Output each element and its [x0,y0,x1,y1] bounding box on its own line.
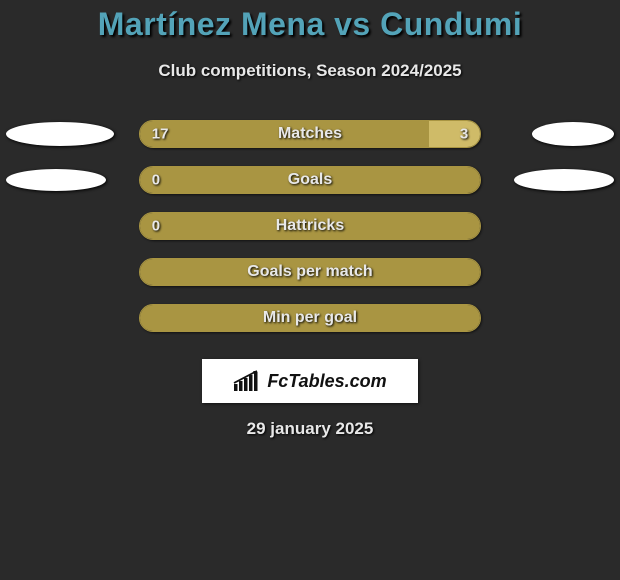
stat-bar: Min per goal [139,304,481,332]
player-oval-left [6,122,114,146]
stat-label: Goals per match [247,263,372,281]
oval-wrap-right [501,122,620,146]
player-oval-right [532,122,614,146]
page-title: Martínez Mena vs Cundumi [0,6,620,43]
logo-box[interactable]: FcTables.com [202,359,418,403]
stat-label: Hattricks [276,217,344,235]
stat-bar: Hattricks 0 [139,212,481,240]
barchart-icon [233,370,261,392]
stat-row: Goals 0 [0,157,620,203]
oval-wrap-left [0,122,119,146]
oval-wrap-right [501,169,620,191]
stat-value-left: 0 [152,172,160,189]
player-oval-left [6,169,106,191]
stat-row: Hattricks 0 [0,203,620,249]
subtitle: Club competitions, Season 2024/2025 [0,61,620,81]
stat-row: Matches 17 3 [0,111,620,157]
date-label: 29 january 2025 [0,419,620,439]
stat-row: Min per goal [0,295,620,341]
player-oval-right [514,169,614,191]
stat-row: Goals per match [0,249,620,295]
stat-label: Matches [278,125,342,143]
logo-text: FcTables.com [267,371,386,392]
comparison-widget: Martínez Mena vs Cundumi Club competitio… [0,0,620,439]
stat-label: Goals [288,171,332,189]
stat-rows: Matches 17 3 Goals 0 Hattricks 0 Goals per matc… [0,111,620,341]
bar-segment-right [429,121,480,147]
stat-bar: Goals per match [139,258,481,286]
stat-bar: Matches 17 3 [139,120,481,148]
stat-value-left: 0 [152,218,160,235]
oval-wrap-left [0,169,119,191]
stat-label: Min per goal [263,309,357,327]
stat-value-left: 17 [152,126,169,143]
stat-value-right: 3 [460,126,468,143]
stat-bar: Goals 0 [139,166,481,194]
